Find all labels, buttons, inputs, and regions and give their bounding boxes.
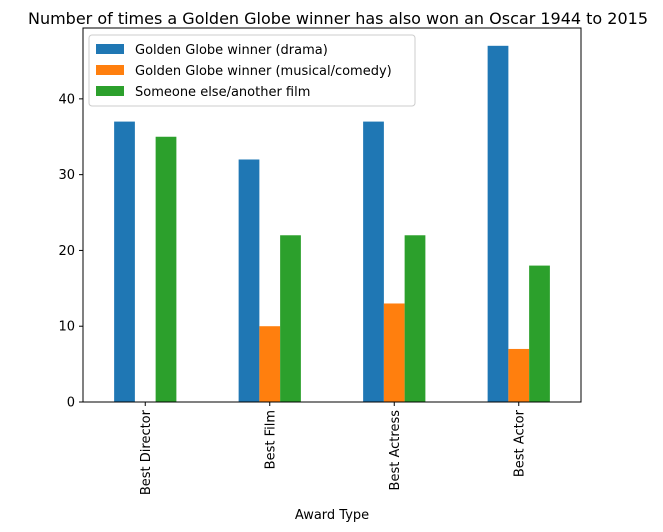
legend-label-1: Golden Globe winner (musical/comedy) <box>135 64 392 79</box>
bars-layer <box>114 45 550 403</box>
legend: Golden Globe winner (drama) Golden Globe … <box>88 34 416 107</box>
bar-best-film-series-0 <box>238 159 260 402</box>
bar-best-director-series-0 <box>114 121 135 402</box>
bar-best-actor-series-2 <box>529 265 550 402</box>
legend-swatch-0 <box>96 44 124 54</box>
y-tick-label-30: 30 <box>58 168 75 183</box>
legend-swatch-1 <box>96 65 124 75</box>
y-tick-label-0: 0 <box>67 396 75 411</box>
y-tick-label-40: 40 <box>58 92 75 107</box>
legend-label-0: Golden Globe winner (drama) <box>135 43 328 58</box>
bar-best-actress-series-0 <box>363 121 384 402</box>
x-tick-label-best-director: Best Director <box>139 409 154 495</box>
axes-layer <box>82 27 582 403</box>
x-tick-label-best-film: Best Film <box>263 410 278 469</box>
bar-best-film-series-1 <box>259 326 281 402</box>
x-tick-label-best-actress: Best Actress <box>388 410 403 491</box>
y-tick-label-10: 10 <box>58 320 75 335</box>
bar-best-film-series-2 <box>280 235 301 402</box>
plot-frame <box>82 27 582 403</box>
legend-box <box>88 34 416 107</box>
x-axis-label: Award Type <box>295 508 369 523</box>
bar-best-actress-series-1 <box>383 303 405 402</box>
bar-best-director-series-2 <box>155 136 177 402</box>
y-tick-label-20: 20 <box>58 244 75 259</box>
ticks-layer: 0 10 20 30 40 Best Director Best Film Best Actr… <box>58 92 527 495</box>
legend-swatch-2 <box>96 86 124 96</box>
legend-label-2: Someone else/another film <box>135 85 310 100</box>
bar-best-actor-series-1 <box>508 348 530 402</box>
bar-best-actress-series-2 <box>404 235 426 402</box>
chart-title: Number of times a Golden Globe winner ha… <box>28 9 648 28</box>
x-tick-label-best-actor: Best Actor <box>512 409 527 477</box>
bar-best-actor-series-0 <box>487 45 509 403</box>
